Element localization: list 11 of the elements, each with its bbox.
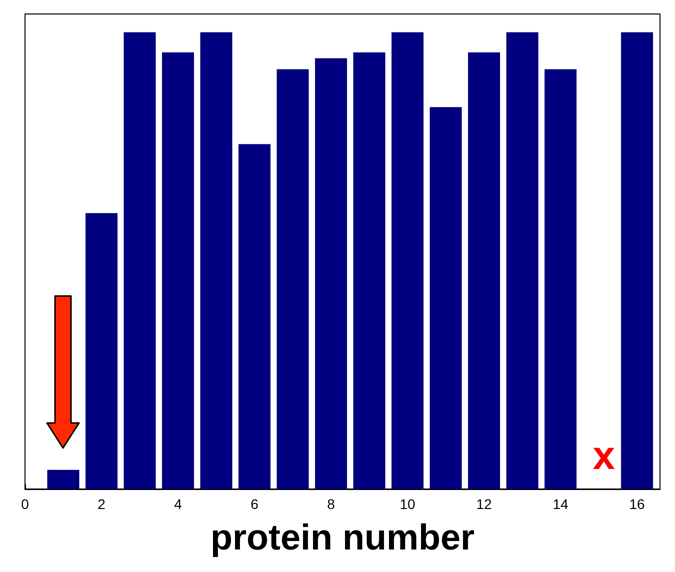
x-tick-label: 4: [174, 496, 182, 512]
x-tick-label: 6: [250, 496, 259, 512]
x-tick-label: 8: [327, 496, 336, 512]
x-tick-label: 2: [98, 496, 106, 512]
x-tick-label: 0: [21, 496, 30, 512]
x-tick-label: 16: [629, 496, 646, 512]
x-axis-title: protein number: [210, 516, 475, 558]
annotation: x: [592, 434, 616, 478]
x-tick-label: 12: [476, 496, 492, 512]
x-tick-label: 14: [552, 496, 569, 512]
x-tick-label: 10: [400, 496, 416, 512]
